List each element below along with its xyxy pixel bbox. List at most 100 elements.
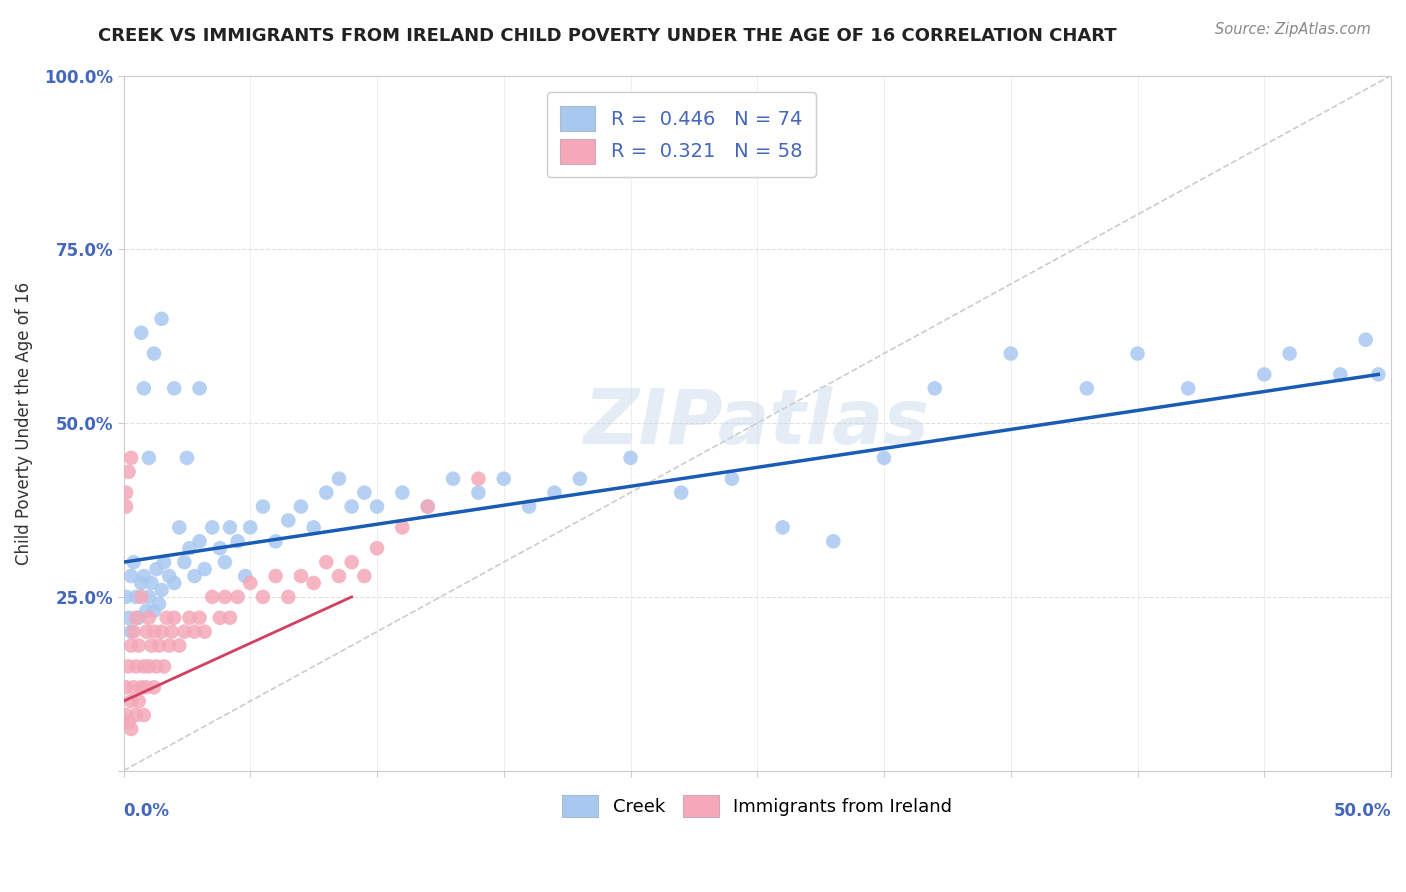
Point	[208, 541, 231, 556]
Point	[233, 569, 256, 583]
Point	[141, 639, 163, 653]
Point	[1329, 368, 1351, 382]
Point	[219, 520, 242, 534]
Point	[115, 500, 138, 514]
Point	[128, 639, 150, 653]
Point	[492, 472, 515, 486]
Text: ZIPatlas: ZIPatlas	[585, 386, 931, 460]
Point	[340, 500, 363, 514]
Point	[467, 472, 489, 486]
Point	[117, 714, 139, 729]
Point	[145, 562, 167, 576]
Point	[169, 639, 191, 653]
Point	[721, 472, 744, 486]
Point	[122, 555, 145, 569]
Point	[150, 624, 173, 639]
Point	[391, 485, 413, 500]
Point	[183, 624, 205, 639]
Point	[619, 450, 641, 465]
Legend: Creek, Immigrants from Ireland: Creek, Immigrants from Ireland	[555, 788, 960, 824]
Point	[135, 680, 157, 694]
Point	[120, 624, 142, 639]
Point	[145, 659, 167, 673]
Point	[568, 472, 591, 486]
Point	[671, 485, 693, 500]
Point	[264, 534, 287, 549]
Point	[125, 611, 148, 625]
Point	[135, 624, 157, 639]
Point	[315, 485, 337, 500]
Point	[160, 624, 183, 639]
Point	[156, 611, 179, 625]
Point	[132, 381, 155, 395]
Point	[823, 534, 845, 549]
Point	[290, 500, 312, 514]
Point	[416, 500, 439, 514]
Point	[302, 520, 325, 534]
Point	[115, 590, 138, 604]
Point	[219, 611, 242, 625]
Point	[353, 569, 375, 583]
Point	[1253, 368, 1275, 382]
Point	[366, 500, 388, 514]
Text: 50.0%: 50.0%	[1333, 802, 1391, 820]
Point	[122, 624, 145, 639]
Point	[328, 472, 350, 486]
Point	[138, 659, 160, 673]
Point	[120, 450, 142, 465]
Text: CREEK VS IMMIGRANTS FROM IRELAND CHILD POVERTY UNDER THE AGE OF 16 CORRELATION C: CREEK VS IMMIGRANTS FROM IRELAND CHILD P…	[98, 27, 1116, 45]
Point	[129, 576, 152, 591]
Point	[772, 520, 794, 534]
Point	[157, 569, 180, 583]
Point	[183, 569, 205, 583]
Point	[239, 520, 262, 534]
Point	[163, 576, 186, 591]
Point	[188, 611, 211, 625]
Point	[194, 562, 217, 576]
Point	[125, 659, 148, 673]
Point	[517, 500, 540, 514]
Point	[128, 611, 150, 625]
Point	[188, 381, 211, 395]
Point	[173, 555, 195, 569]
Point	[138, 450, 160, 465]
Point	[142, 346, 165, 360]
Point	[179, 611, 201, 625]
Point	[148, 639, 170, 653]
Point	[239, 576, 262, 591]
Point	[416, 500, 439, 514]
Point	[150, 582, 173, 597]
Point	[153, 659, 176, 673]
Point	[142, 624, 165, 639]
Point	[543, 485, 565, 500]
Point	[1354, 333, 1376, 347]
Point	[252, 590, 274, 604]
Point	[148, 597, 170, 611]
Point	[226, 590, 249, 604]
Point	[142, 604, 165, 618]
Point	[441, 472, 464, 486]
Point	[120, 722, 142, 736]
Point	[201, 520, 224, 534]
Point	[115, 485, 138, 500]
Point	[132, 569, 155, 583]
Point	[1177, 381, 1199, 395]
Point	[179, 541, 201, 556]
Point	[214, 555, 236, 569]
Point	[924, 381, 946, 395]
Point	[252, 500, 274, 514]
Point	[125, 708, 148, 723]
Point	[366, 541, 388, 556]
Point	[163, 611, 186, 625]
Point	[132, 708, 155, 723]
Point	[290, 569, 312, 583]
Point	[129, 590, 152, 604]
Point	[467, 485, 489, 500]
Point	[226, 534, 249, 549]
Point	[328, 569, 350, 583]
Point	[1000, 346, 1022, 360]
Point	[142, 680, 165, 694]
Point	[115, 708, 138, 723]
Point	[315, 555, 337, 569]
Text: Source: ZipAtlas.com: Source: ZipAtlas.com	[1215, 22, 1371, 37]
